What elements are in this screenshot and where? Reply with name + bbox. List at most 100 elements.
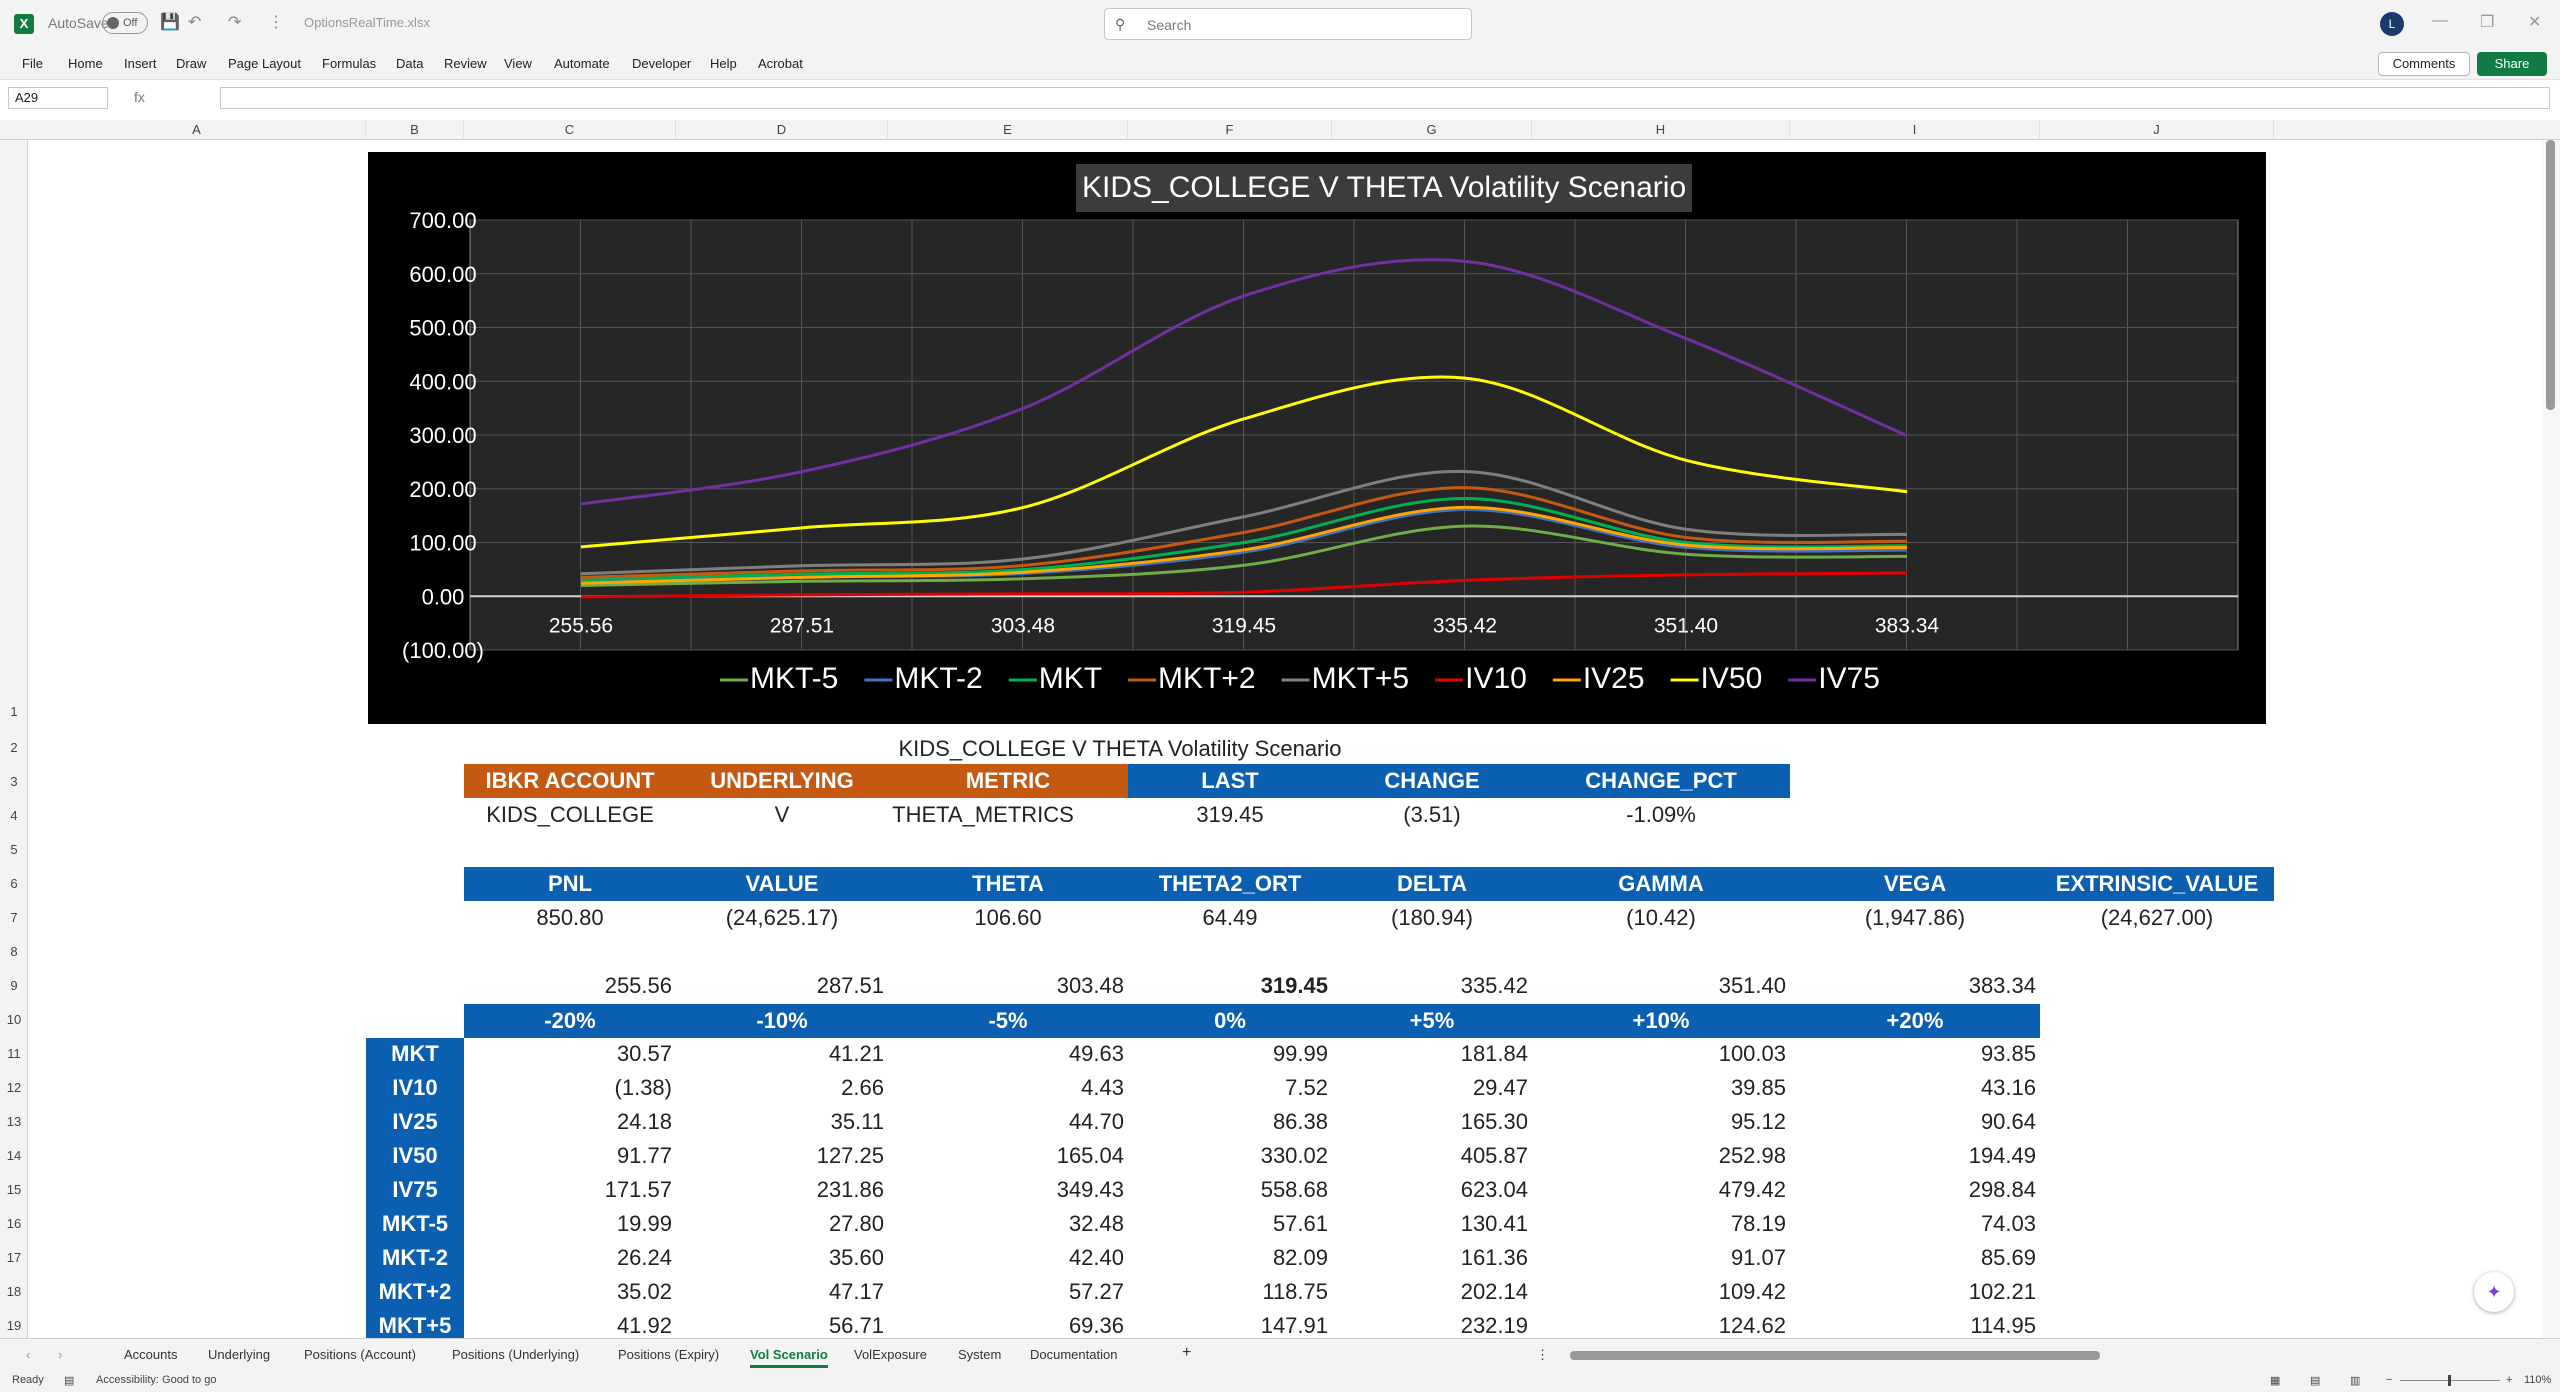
scenario-cell[interactable]: 30.57 bbox=[616, 1041, 672, 1066]
row-header[interactable]: 2 bbox=[10, 740, 18, 755]
zoom-out-icon[interactable]: − bbox=[2386, 1374, 2393, 1386]
menu-developer[interactable]: Developer bbox=[632, 56, 692, 71]
restore-icon[interactable]: ❐ bbox=[2480, 14, 2495, 31]
cell-underlying[interactable]: V bbox=[774, 802, 790, 827]
scenario-cell[interactable]: 43.16 bbox=[1980, 1075, 2036, 1100]
price-level[interactable]: 351.40 bbox=[1718, 973, 1786, 998]
name-box[interactable]: A29 bbox=[8, 87, 108, 109]
scenario-cell[interactable]: 69.36 bbox=[1068, 1313, 1124, 1338]
tab-vol-scenario[interactable]: Vol Scenario bbox=[750, 1347, 828, 1368]
scenario-cell[interactable]: 39.85 bbox=[1730, 1075, 1786, 1100]
row-header[interactable]: 19 bbox=[6, 1318, 22, 1333]
scenario-cell[interactable]: 56.71 bbox=[828, 1313, 884, 1338]
menu-page-layout[interactable]: Page Layout bbox=[228, 56, 302, 71]
menu-home[interactable]: Home bbox=[68, 56, 103, 71]
scenario-cell[interactable]: 57.61 bbox=[1272, 1211, 1328, 1236]
tab-underlying[interactable]: Underlying bbox=[208, 1347, 271, 1362]
scenario-cell[interactable]: 349.43 bbox=[1056, 1177, 1124, 1202]
cell-delta[interactable]: (180.94) bbox=[1391, 905, 1473, 930]
tab-positions-underlying[interactable]: Positions (Underlying) bbox=[452, 1347, 580, 1362]
scenario-cell[interactable]: 171.57 bbox=[604, 1177, 672, 1202]
row-header[interactable]: 17 bbox=[6, 1250, 22, 1265]
page-break-view-icon[interactable]: ▥ bbox=[2350, 1375, 2361, 1387]
price-level[interactable]: 303.48 bbox=[1056, 973, 1124, 998]
row-header[interactable]: 9 bbox=[10, 978, 18, 993]
close-icon[interactable]: ✕ bbox=[2528, 14, 2542, 31]
menu-review[interactable]: Review bbox=[444, 56, 487, 71]
scenario-cell[interactable]: 102.21 bbox=[1968, 1279, 2036, 1304]
file-name[interactable]: OptionsRealTime.xlsx bbox=[304, 15, 430, 30]
menu-insert[interactable]: Insert bbox=[124, 56, 157, 71]
row-header[interactable]: 13 bbox=[6, 1114, 22, 1129]
scenario-cell[interactable]: 109.42 bbox=[1718, 1279, 1786, 1304]
scenario-cell[interactable]: 99.99 bbox=[1272, 1041, 1328, 1066]
zoom-in-icon[interactable]: + bbox=[2506, 1374, 2513, 1386]
add-sheet-icon[interactable]: + bbox=[1182, 1344, 1192, 1361]
cell-metric[interactable]: THETA_METRICS bbox=[892, 802, 1074, 827]
scenario-cell[interactable]: 29.47 bbox=[1472, 1075, 1528, 1100]
cell-account[interactable]: KIDS_COLLEGE bbox=[486, 802, 654, 827]
row-header[interactable]: 6 bbox=[10, 876, 18, 891]
scenario-cell[interactable]: 74.03 bbox=[1980, 1211, 2036, 1236]
row-header[interactable]: 15 bbox=[6, 1182, 22, 1197]
next-sheet-icon[interactable]: › bbox=[58, 1347, 63, 1362]
function-icon[interactable]: fx bbox=[134, 89, 145, 105]
row-header[interactable]: 12 bbox=[6, 1080, 22, 1095]
menu-file[interactable]: File bbox=[22, 56, 43, 71]
normal-view-icon[interactable]: ▦ bbox=[2270, 1375, 2281, 1387]
scenario-cell[interactable]: 100.03 bbox=[1718, 1041, 1786, 1066]
scenario-cell[interactable]: 86.38 bbox=[1272, 1109, 1328, 1134]
scenario-cell[interactable]: 479.42 bbox=[1718, 1177, 1786, 1202]
column-header-j[interactable]: J bbox=[2040, 120, 2274, 140]
row-header[interactable]: 4 bbox=[10, 808, 18, 823]
row-header[interactable]: 5 bbox=[10, 842, 18, 857]
page-layout-view-icon[interactable]: ▤ bbox=[2310, 1375, 2321, 1387]
save-icon[interactable]: 💾 bbox=[160, 14, 180, 31]
scenario-cell[interactable]: 42.40 bbox=[1068, 1245, 1124, 1270]
cell-change[interactable]: (3.51) bbox=[1403, 802, 1461, 827]
scenario-cell[interactable]: 194.49 bbox=[1968, 1143, 2036, 1168]
scenario-cell[interactable]: 165.30 bbox=[1460, 1109, 1528, 1134]
column-header-e[interactable]: E bbox=[888, 120, 1128, 140]
price-level[interactable]: 287.51 bbox=[816, 973, 884, 998]
chart[interactable]: (100.00) 0.00 100.00 200.00 300.00 400.00 500.… bbox=[368, 152, 2266, 724]
scenario-cell[interactable]: 78.19 bbox=[1730, 1211, 1786, 1236]
scenario-cell[interactable]: 405.87 bbox=[1460, 1143, 1528, 1168]
tab-accounts[interactable]: Accounts bbox=[124, 1347, 178, 1362]
column-header-h[interactable]: H bbox=[1532, 120, 1790, 140]
cell-gamma[interactable]: (10.42) bbox=[1626, 905, 1696, 930]
scenario-cell[interactable]: 26.24 bbox=[616, 1245, 672, 1270]
vertical-scrollbar-thumb[interactable] bbox=[2546, 140, 2555, 410]
scenario-cell[interactable]: 114.95 bbox=[1970, 1313, 2036, 1338]
row-header[interactable]: 1 bbox=[10, 704, 18, 719]
row-header[interactable]: 3 bbox=[10, 774, 18, 789]
vertical-scrollbar[interactable] bbox=[2542, 140, 2560, 1338]
scenario-cell[interactable]: 41.92 bbox=[616, 1313, 672, 1338]
scenario-cell[interactable]: 558.68 bbox=[1260, 1177, 1328, 1202]
tab-documentation[interactable]: Documentation bbox=[1030, 1347, 1118, 1362]
scenario-cell[interactable]: 330.02 bbox=[1260, 1143, 1328, 1168]
column-header-c[interactable]: C bbox=[464, 120, 676, 140]
zoom-slider-thumb[interactable] bbox=[2448, 1375, 2451, 1386]
menu-automate[interactable]: Automate bbox=[554, 56, 610, 71]
scenario-cell[interactable]: 181.84 bbox=[1460, 1041, 1528, 1066]
avatar[interactable]: L bbox=[2380, 12, 2404, 36]
scenario-cell[interactable]: 27.80 bbox=[828, 1211, 884, 1236]
horizontal-scrollbar[interactable] bbox=[1570, 1351, 2100, 1360]
row-header[interactable]: 11 bbox=[7, 1046, 21, 1061]
cell-extrinsic-value[interactable]: (24,627.00) bbox=[2100, 905, 2214, 930]
row-header[interactable]: 10 bbox=[6, 1012, 22, 1027]
scenario-cell[interactable]: 127.25 bbox=[816, 1143, 884, 1168]
column-header-b[interactable]: B bbox=[366, 120, 464, 140]
share-button[interactable]: Share bbox=[2477, 52, 2547, 76]
price-level[interactable]: 255.56 bbox=[604, 973, 672, 998]
menu-data[interactable]: Data bbox=[396, 56, 424, 71]
scenario-cell[interactable]: 147.91 bbox=[1260, 1313, 1328, 1338]
scenario-cell[interactable]: 24.18 bbox=[616, 1109, 672, 1134]
customize-toolbar-icon[interactable]: ⋮ bbox=[268, 14, 284, 31]
price-level-current[interactable]: 319.45 bbox=[1260, 973, 1328, 998]
minimize-icon[interactable]: — bbox=[2432, 12, 2448, 29]
row-header[interactable]: 14 bbox=[6, 1148, 22, 1163]
tab-volexposure[interactable]: VolExposure bbox=[854, 1347, 927, 1362]
scenario-cell[interactable]: 95.12 bbox=[1730, 1109, 1786, 1134]
